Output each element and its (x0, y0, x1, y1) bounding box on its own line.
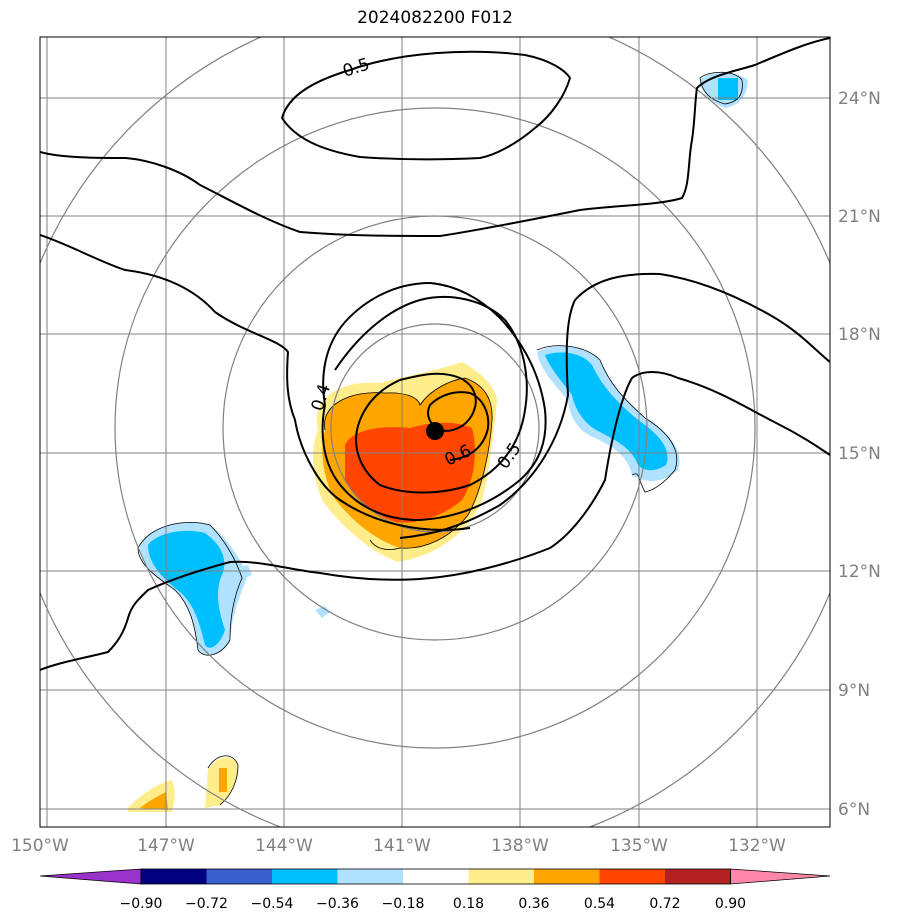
shade-blue-west (148, 530, 225, 648)
plot-frame (39, 36, 831, 828)
colorbar-cell-9 (665, 869, 731, 884)
lat-label-21: 21°N (838, 207, 881, 227)
shade-outlines (137, 71, 743, 806)
colorbar-tick-3: −0.54 (251, 896, 294, 912)
lon-label-132w: 132°W (728, 836, 786, 856)
shade-blue-ne (718, 78, 738, 100)
colorbar-tick-7: 0.36 (518, 896, 549, 912)
colorbar-cell-5 (403, 869, 469, 884)
colorbar-cell-3 (272, 869, 338, 884)
shade-blue-east (545, 352, 668, 471)
colorbar-tick-9: 0.72 (649, 896, 680, 912)
colorbar-cell-4 (337, 869, 403, 884)
colorbar-tick-4: −0.36 (316, 896, 359, 912)
range-rings (40, 37, 830, 827)
lat-label-6: 6°N (838, 800, 870, 820)
shade-tiny-blue (315, 606, 330, 618)
colorbar-cell-6 (468, 869, 534, 884)
lat-label-24: 24°N (838, 89, 881, 109)
colorbar-extend-max (730, 868, 831, 885)
lon-label-150w: 150°W (11, 836, 69, 856)
lat-label-15: 15°N (838, 444, 881, 464)
colorbar-extend-min (39, 868, 142, 885)
colorbar: −0.90 −0.72 −0.54 −0.36 −0.18 0.18 0.36 … (39, 868, 831, 912)
colorbar-tick-6: 0.18 (453, 896, 484, 912)
storm-center-marker (426, 422, 444, 440)
colorbar-cell-7 (534, 869, 600, 884)
latitude-labels: 6°N 9°N 12°N 15°N 18°N 21°N 24°N (838, 89, 881, 820)
colorbar-tick-8: 0.54 (584, 896, 615, 912)
colorbar-tick-2: −0.72 (185, 896, 228, 912)
shade-small-orange-2 (140, 792, 168, 810)
lon-label-141w: 141°W (373, 836, 431, 856)
colorbar-cell-2 (206, 869, 272, 884)
main-contours (40, 37, 830, 671)
colorbar-cell-8 (599, 869, 665, 884)
plot-area: 0.5 0.4 0.6 0.5 (40, 37, 830, 827)
colorbar-tick-1: −0.90 (120, 896, 163, 912)
colorbar-tick-5: −0.18 (382, 896, 425, 912)
shade-small-orange-1 (219, 768, 227, 792)
map-title: 2024082200 F012 (357, 8, 513, 28)
lon-label-147w: 147°W (137, 836, 195, 856)
lon-label-138w: 138°W (491, 836, 549, 856)
lat-label-12: 12°N (838, 562, 881, 582)
colorbar-frame (140, 868, 731, 885)
colorbar-tick-10: 0.90 (715, 896, 746, 912)
lon-label-144w: 144°W (255, 836, 313, 856)
lat-label-18: 18°N (838, 325, 881, 345)
shade-red-orange (345, 422, 475, 523)
shade-tiny-blue-2 (232, 565, 252, 580)
longitude-labels: 150°W 147°W 144°W 141°W 138°W 135°W 132°… (11, 836, 786, 856)
lat-label-9: 9°N (838, 681, 870, 701)
lon-label-135w: 135°W (610, 836, 668, 856)
colorbar-cell-1 (141, 869, 207, 884)
negative-shading (139, 72, 748, 655)
